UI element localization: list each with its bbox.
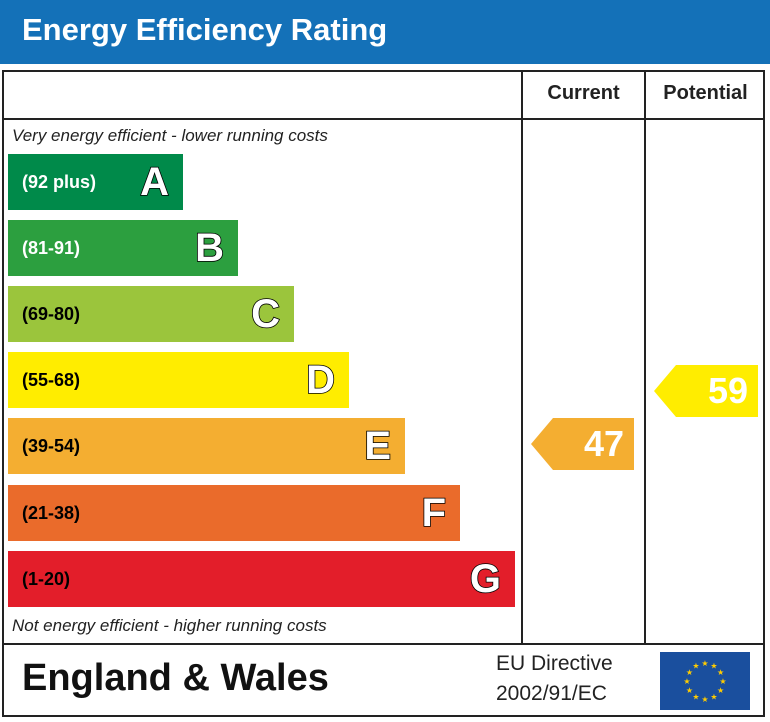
- band-range-label: (1-20): [22, 569, 71, 589]
- rating-frame: [2, 70, 765, 717]
- chart-title: Energy Efficiency Rating: [22, 12, 388, 47]
- eu-star-icon: ★: [692, 693, 699, 702]
- band-d: (55-68) D: [8, 352, 349, 408]
- eu-star-icon: ★: [686, 686, 693, 695]
- band-range-label: (55-68): [22, 370, 81, 390]
- band-letter: D: [305, 357, 335, 403]
- band-letter: A: [139, 159, 169, 205]
- band-c: (69-80) C: [8, 286, 294, 342]
- band-e: (39-54) E: [8, 418, 405, 474]
- eu-star-icon: ★: [701, 695, 708, 704]
- header-row-divider: [2, 118, 765, 120]
- directive-line-2: 2002/91/EC: [496, 682, 607, 705]
- band-a: (92 plus) A: [8, 154, 183, 210]
- top-note: Very energy efficient - lower running co…: [12, 126, 328, 145]
- eu-flag-icon: ★ ★ ★ ★ ★ ★ ★ ★ ★ ★ ★ ★: [660, 652, 750, 710]
- band-letter: F: [421, 490, 447, 536]
- eu-star-icon: ★: [686, 668, 693, 677]
- potential-column-divider: [644, 70, 646, 645]
- band-b: (81-91) B: [8, 220, 238, 276]
- header-bar: Energy Efficiency Rating: [0, 0, 770, 64]
- directive-line-1: EU Directive: [496, 652, 613, 675]
- band-range-label: (69-80): [22, 304, 81, 324]
- eu-star-icon: ★: [692, 661, 699, 670]
- potential-rating-value: 59: [707, 370, 748, 411]
- band-range-label: (21-38): [22, 503, 81, 523]
- current-column-divider: [521, 70, 523, 645]
- current-rating-value: 47: [583, 423, 624, 464]
- eu-star-icon: ★: [683, 677, 690, 686]
- band-letter: E: [364, 423, 392, 469]
- country-label: England & Wales: [22, 657, 329, 699]
- bottom-note: Not energy efficient - higher running co…: [12, 616, 327, 635]
- current-rating-arrow: 47: [531, 418, 634, 470]
- eu-star-icon: ★: [717, 668, 724, 677]
- eu-star-icon: ★: [710, 693, 717, 702]
- footer-divider: [2, 643, 765, 645]
- potential-rating-arrow: 59: [654, 365, 758, 417]
- band-letter: B: [194, 225, 224, 271]
- band-f: (21-38) F: [8, 485, 460, 541]
- current-column-header: Current: [547, 82, 620, 104]
- band-g: (1-20) G: [8, 551, 515, 607]
- eu-star-icon: ★: [717, 686, 724, 695]
- band-range-label: (92 plus): [22, 172, 97, 192]
- band-letter: C: [250, 291, 280, 337]
- band-range-label: (39-54): [22, 436, 81, 456]
- eu-star-icon: ★: [701, 659, 708, 668]
- band-range-label: (81-91): [22, 238, 81, 258]
- band-letter: G: [469, 556, 502, 602]
- eu-star-icon: ★: [719, 677, 726, 686]
- potential-column-header: Potential: [663, 82, 748, 104]
- eu-star-icon: ★: [710, 661, 717, 670]
